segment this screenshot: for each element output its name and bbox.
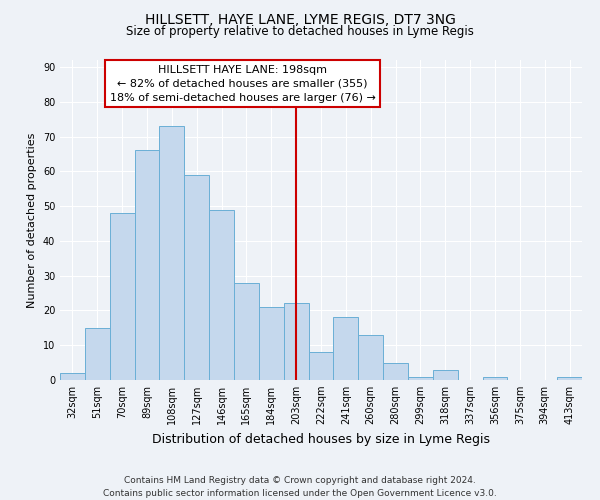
Bar	[383, 362, 408, 380]
Bar	[334, 318, 358, 380]
Bar	[408, 376, 433, 380]
Bar	[308, 352, 334, 380]
Bar	[284, 304, 308, 380]
Text: Size of property relative to detached houses in Lyme Regis: Size of property relative to detached ho…	[126, 25, 474, 38]
X-axis label: Distribution of detached houses by size in Lyme Regis: Distribution of detached houses by size …	[152, 432, 490, 446]
Bar	[110, 213, 134, 380]
Bar	[482, 376, 508, 380]
Bar	[433, 370, 458, 380]
Bar	[160, 126, 184, 380]
Text: Contains HM Land Registry data © Crown copyright and database right 2024.
Contai: Contains HM Land Registry data © Crown c…	[103, 476, 497, 498]
Bar	[209, 210, 234, 380]
Bar	[358, 335, 383, 380]
Bar	[259, 307, 284, 380]
Text: HILLSETT, HAYE LANE, LYME REGIS, DT7 3NG: HILLSETT, HAYE LANE, LYME REGIS, DT7 3NG	[145, 12, 455, 26]
Y-axis label: Number of detached properties: Number of detached properties	[27, 132, 37, 308]
Text: HILLSETT HAYE LANE: 198sqm
← 82% of detached houses are smaller (355)
18% of sem: HILLSETT HAYE LANE: 198sqm ← 82% of deta…	[110, 65, 376, 103]
Bar	[184, 175, 209, 380]
Bar	[134, 150, 160, 380]
Bar	[557, 376, 582, 380]
Bar	[234, 282, 259, 380]
Bar	[85, 328, 110, 380]
Bar	[60, 373, 85, 380]
